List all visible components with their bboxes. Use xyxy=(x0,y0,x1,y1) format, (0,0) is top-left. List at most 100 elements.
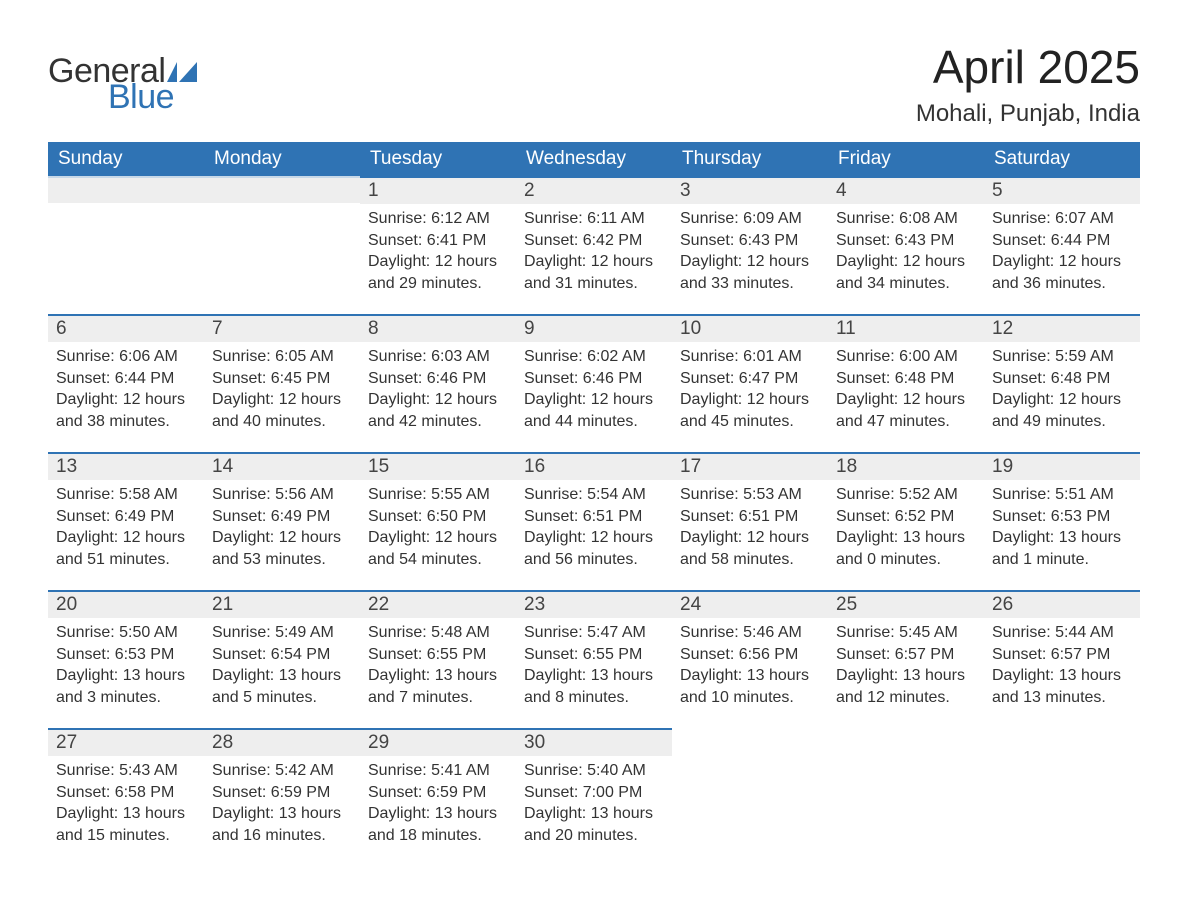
sunrise-line: Sunrise: 5:54 AM xyxy=(524,484,664,506)
calendar-cell: 24Sunrise: 5:46 AMSunset: 6:56 PMDayligh… xyxy=(672,590,828,728)
day-number: 19 xyxy=(984,452,1140,480)
sunrise-line: Sunrise: 5:40 AM xyxy=(524,760,664,782)
day-number: 8 xyxy=(360,314,516,342)
day-number: 13 xyxy=(48,452,204,480)
day-number: 30 xyxy=(516,728,672,756)
daylight-line: Daylight: 12 hours and 40 minutes. xyxy=(212,389,352,432)
calendar-cell xyxy=(204,176,360,314)
day-number: 27 xyxy=(48,728,204,756)
day-details: Sunrise: 5:44 AMSunset: 6:57 PMDaylight:… xyxy=(984,618,1140,714)
sunrise-line: Sunrise: 5:43 AM xyxy=(56,760,196,782)
day-number: 26 xyxy=(984,590,1140,618)
header: General Blue April 2025 Mohali, Punjab, … xyxy=(48,40,1140,128)
calendar-cell: 20Sunrise: 5:50 AMSunset: 6:53 PMDayligh… xyxy=(48,590,204,728)
calendar-cell: 18Sunrise: 5:52 AMSunset: 6:52 PMDayligh… xyxy=(828,452,984,590)
day-details: Sunrise: 5:42 AMSunset: 6:59 PMDaylight:… xyxy=(204,756,360,852)
sunset-line: Sunset: 6:55 PM xyxy=(368,644,508,666)
sunset-line: Sunset: 6:44 PM xyxy=(992,230,1132,252)
sunset-line: Sunset: 6:41 PM xyxy=(368,230,508,252)
daylight-line: Daylight: 13 hours and 18 minutes. xyxy=(368,803,508,846)
day-number: 22 xyxy=(360,590,516,618)
sunset-line: Sunset: 6:50 PM xyxy=(368,506,508,528)
sunset-line: Sunset: 6:48 PM xyxy=(836,368,976,390)
calendar-cell: 13Sunrise: 5:58 AMSunset: 6:49 PMDayligh… xyxy=(48,452,204,590)
day-details: Sunrise: 5:46 AMSunset: 6:56 PMDaylight:… xyxy=(672,618,828,714)
calendar-cell xyxy=(984,728,1140,866)
sunrise-line: Sunrise: 6:09 AM xyxy=(680,208,820,230)
daylight-line: Daylight: 12 hours and 49 minutes. xyxy=(992,389,1132,432)
calendar-table: Sunday Monday Tuesday Wednesday Thursday… xyxy=(48,142,1140,866)
day-number: 28 xyxy=(204,728,360,756)
daylight-line: Daylight: 13 hours and 16 minutes. xyxy=(212,803,352,846)
day-number: 3 xyxy=(672,176,828,204)
day-details: Sunrise: 6:12 AMSunset: 6:41 PMDaylight:… xyxy=(360,204,516,300)
daylight-line: Daylight: 13 hours and 12 minutes. xyxy=(836,665,976,708)
day-number: 17 xyxy=(672,452,828,480)
calendar-cell: 4Sunrise: 6:08 AMSunset: 6:43 PMDaylight… xyxy=(828,176,984,314)
empty-day-header xyxy=(204,176,360,203)
sunrise-line: Sunrise: 6:05 AM xyxy=(212,346,352,368)
daylight-line: Daylight: 12 hours and 56 minutes. xyxy=(524,527,664,570)
sunset-line: Sunset: 6:53 PM xyxy=(992,506,1132,528)
day-number: 15 xyxy=(360,452,516,480)
daylight-line: Daylight: 13 hours and 7 minutes. xyxy=(368,665,508,708)
day-number: 20 xyxy=(48,590,204,618)
day-details: Sunrise: 6:11 AMSunset: 6:42 PMDaylight:… xyxy=(516,204,672,300)
sunrise-line: Sunrise: 5:52 AM xyxy=(836,484,976,506)
calendar-cell xyxy=(828,728,984,866)
logo-text-blue: Blue xyxy=(108,80,197,114)
weekday-header: Monday xyxy=(204,142,360,176)
sunrise-line: Sunrise: 5:48 AM xyxy=(368,622,508,644)
daylight-line: Daylight: 13 hours and 20 minutes. xyxy=(524,803,664,846)
sunrise-line: Sunrise: 5:59 AM xyxy=(992,346,1132,368)
daylight-line: Daylight: 12 hours and 58 minutes. xyxy=(680,527,820,570)
calendar-cell: 12Sunrise: 5:59 AMSunset: 6:48 PMDayligh… xyxy=(984,314,1140,452)
day-number: 4 xyxy=(828,176,984,204)
sunrise-line: Sunrise: 5:41 AM xyxy=(368,760,508,782)
sunrise-line: Sunrise: 6:00 AM xyxy=(836,346,976,368)
location-text: Mohali, Punjab, India xyxy=(916,100,1140,128)
sunset-line: Sunset: 6:49 PM xyxy=(212,506,352,528)
sunset-line: Sunset: 6:43 PM xyxy=(680,230,820,252)
day-details: Sunrise: 5:47 AMSunset: 6:55 PMDaylight:… xyxy=(516,618,672,714)
sunset-line: Sunset: 6:44 PM xyxy=(56,368,196,390)
calendar-cell: 27Sunrise: 5:43 AMSunset: 6:58 PMDayligh… xyxy=(48,728,204,866)
daylight-line: Daylight: 13 hours and 3 minutes. xyxy=(56,665,196,708)
calendar-cell: 19Sunrise: 5:51 AMSunset: 6:53 PMDayligh… xyxy=(984,452,1140,590)
calendar-cell: 21Sunrise: 5:49 AMSunset: 6:54 PMDayligh… xyxy=(204,590,360,728)
weekday-header: Thursday xyxy=(672,142,828,176)
daylight-line: Daylight: 12 hours and 51 minutes. xyxy=(56,527,196,570)
daylight-line: Daylight: 13 hours and 15 minutes. xyxy=(56,803,196,846)
sunset-line: Sunset: 6:56 PM xyxy=(680,644,820,666)
sunrise-line: Sunrise: 6:03 AM xyxy=(368,346,508,368)
day-details: Sunrise: 5:58 AMSunset: 6:49 PMDaylight:… xyxy=(48,480,204,576)
title-block: April 2025 Mohali, Punjab, India xyxy=(916,40,1140,128)
calendar-cell: 28Sunrise: 5:42 AMSunset: 6:59 PMDayligh… xyxy=(204,728,360,866)
sunset-line: Sunset: 6:57 PM xyxy=(992,644,1132,666)
calendar-row: 27Sunrise: 5:43 AMSunset: 6:58 PMDayligh… xyxy=(48,728,1140,866)
sunset-line: Sunset: 6:59 PM xyxy=(212,782,352,804)
weekday-header: Saturday xyxy=(984,142,1140,176)
calendar-cell: 2Sunrise: 6:11 AMSunset: 6:42 PMDaylight… xyxy=(516,176,672,314)
daylight-line: Daylight: 12 hours and 29 minutes. xyxy=(368,251,508,294)
day-details: Sunrise: 5:52 AMSunset: 6:52 PMDaylight:… xyxy=(828,480,984,576)
calendar-cell: 14Sunrise: 5:56 AMSunset: 6:49 PMDayligh… xyxy=(204,452,360,590)
day-number: 24 xyxy=(672,590,828,618)
daylight-line: Daylight: 12 hours and 34 minutes. xyxy=(836,251,976,294)
daylight-line: Daylight: 13 hours and 0 minutes. xyxy=(836,527,976,570)
weekday-header: Tuesday xyxy=(360,142,516,176)
day-number: 5 xyxy=(984,176,1140,204)
sunset-line: Sunset: 6:43 PM xyxy=(836,230,976,252)
day-number: 21 xyxy=(204,590,360,618)
logo: General Blue xyxy=(48,40,197,114)
sunrise-line: Sunrise: 6:11 AM xyxy=(524,208,664,230)
daylight-line: Daylight: 12 hours and 45 minutes. xyxy=(680,389,820,432)
day-details: Sunrise: 6:00 AMSunset: 6:48 PMDaylight:… xyxy=(828,342,984,438)
daylight-line: Daylight: 12 hours and 33 minutes. xyxy=(680,251,820,294)
weekday-header: Wednesday xyxy=(516,142,672,176)
calendar-row: 6Sunrise: 6:06 AMSunset: 6:44 PMDaylight… xyxy=(48,314,1140,452)
day-details: Sunrise: 5:48 AMSunset: 6:55 PMDaylight:… xyxy=(360,618,516,714)
day-number: 25 xyxy=(828,590,984,618)
sunrise-line: Sunrise: 5:55 AM xyxy=(368,484,508,506)
sunrise-line: Sunrise: 5:47 AM xyxy=(524,622,664,644)
